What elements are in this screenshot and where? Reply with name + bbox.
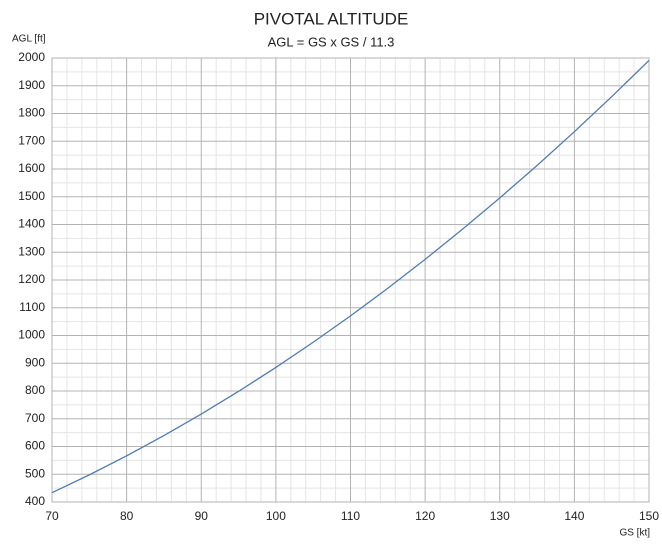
x-tick-label: 100 [266, 509, 286, 523]
y-axis-label: AGL [ft] [12, 34, 46, 45]
y-tick-label: 500 [25, 466, 45, 480]
y-tick-label: 1000 [18, 328, 45, 342]
x-tick-label: 70 [45, 509, 59, 523]
x-tick-label: 80 [120, 509, 134, 523]
y-tick-label: 400 [25, 494, 45, 508]
y-tick-label: 1900 [18, 78, 45, 92]
y-tick-label: 2000 [18, 50, 45, 64]
x-tick-label: 130 [490, 509, 510, 523]
x-tick-label: 140 [564, 509, 584, 523]
y-tick-label: 700 [25, 411, 45, 425]
y-tick-label: 800 [25, 383, 45, 397]
x-tick-label: 110 [341, 509, 360, 523]
y-tick-label: 900 [25, 355, 45, 369]
x-axis-label: GS [kt] [619, 528, 650, 539]
chart-title: PIVOTAL ALTITUDE [254, 9, 409, 28]
y-tick-label: 1700 [18, 133, 45, 147]
y-tick-label: 1500 [18, 189, 45, 203]
y-tick-label: 1800 [18, 106, 45, 120]
plot-frame [51, 57, 650, 503]
y-tick-label: 1200 [18, 272, 45, 286]
y-tick-label: 1100 [19, 300, 45, 314]
x-tick-label: 90 [195, 509, 209, 523]
y-tick-label: 1400 [18, 217, 45, 231]
y-tick-label: 1300 [18, 244, 45, 258]
chart-subtitle: AGL = GS x GS / 11.3 [268, 34, 395, 49]
x-tick-label: 150 [639, 509, 659, 523]
y-tick-label: 1600 [18, 161, 45, 175]
data-line [51, 59, 650, 494]
y-tick-label: 600 [25, 439, 45, 453]
x-tick-label: 120 [415, 509, 435, 523]
